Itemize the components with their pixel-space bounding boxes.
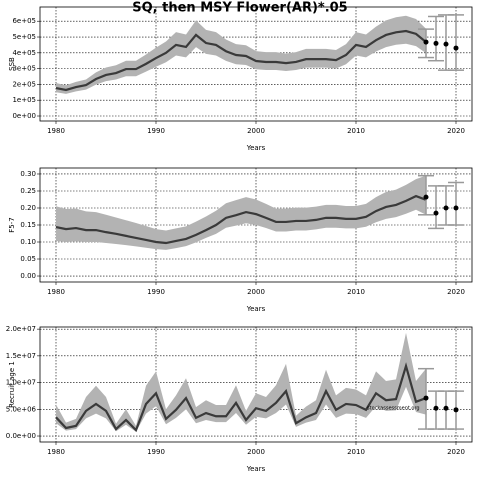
- y-tick-label: 0.05: [20, 255, 36, 263]
- projection-point: [453, 407, 459, 413]
- y-tick-label: 1.5e+07: [6, 352, 36, 360]
- y-tick-label: 0.0e+00: [6, 432, 36, 440]
- projection-point: [433, 40, 439, 46]
- plot-frame: [39, 167, 473, 283]
- projection-point: [443, 205, 449, 211]
- y-tick-label: 0.00: [20, 272, 36, 280]
- projection-point: [423, 194, 429, 200]
- x-axis-label: Years: [246, 305, 266, 313]
- x-tick-label: 2010: [347, 448, 365, 456]
- annotation: stockassessment.org: [367, 406, 420, 412]
- y-axis-label: Recruit age 1: [8, 361, 16, 408]
- projection-point: [453, 205, 459, 211]
- y-tick-label: 4e+05: [12, 49, 36, 57]
- x-tick-label: 2000: [247, 448, 265, 456]
- y-tick-label: 0.20: [20, 204, 36, 212]
- x-tick-label: 1980: [47, 288, 65, 296]
- y-tick-label: 5e+05: [12, 33, 36, 41]
- projection-point: [453, 45, 459, 51]
- x-tick-label: 1980: [47, 448, 65, 456]
- y-tick-label: 2e+05: [12, 80, 36, 88]
- y-tick-label: 1.0e+07: [6, 379, 36, 387]
- y-axis-label: SSB: [8, 57, 16, 71]
- x-tick-label: 1990: [147, 288, 165, 296]
- y-tick-label: 6e+05: [12, 17, 36, 25]
- plot-frame: [39, 6, 473, 122]
- x-tick-label: 2020: [447, 127, 465, 135]
- x-tick-label: 1980: [47, 127, 65, 135]
- x-tick-label: 2000: [247, 127, 265, 135]
- chart-title: SQ, then MSY Flower(AR)*.05: [132, 1, 347, 16]
- x-tick-label: 2000: [247, 288, 265, 296]
- projection-point: [443, 41, 449, 47]
- plot-frame: [39, 326, 473, 443]
- y-tick-label: 2.0e+07: [6, 325, 36, 333]
- y-tick-label: 1e+05: [12, 96, 36, 104]
- estimate-line: [55, 194, 427, 245]
- y-tick-label: 0e+00: [12, 112, 36, 120]
- estimate-line: [55, 29, 427, 92]
- y-tick-label: 0.15: [20, 221, 36, 229]
- x-tick-label: 2020: [447, 288, 465, 296]
- x-axis-label: Years: [246, 465, 266, 473]
- projection-point: [423, 39, 429, 45]
- y-tick-label: 0.30: [20, 170, 36, 178]
- projection-point: [443, 405, 449, 411]
- y-tick-label: 0.10: [20, 238, 36, 246]
- y-axis-label: F5-7: [8, 217, 16, 232]
- projection-point: [423, 395, 429, 401]
- x-axis-label: Years: [246, 144, 266, 152]
- x-tick-label: 2020: [447, 448, 465, 456]
- x-tick-label: 2010: [347, 127, 365, 135]
- x-tick-label: 1990: [147, 127, 165, 135]
- y-tick-label: 3e+05: [12, 65, 36, 73]
- y-tick-label: 5.0e+06: [6, 405, 37, 413]
- projection-point: [433, 405, 439, 411]
- projection-point: [433, 210, 439, 216]
- y-tick-label: 0.25: [20, 187, 36, 195]
- estimate-line: [55, 362, 427, 433]
- x-tick-label: 1990: [147, 448, 165, 456]
- x-tick-label: 2010: [347, 288, 365, 296]
